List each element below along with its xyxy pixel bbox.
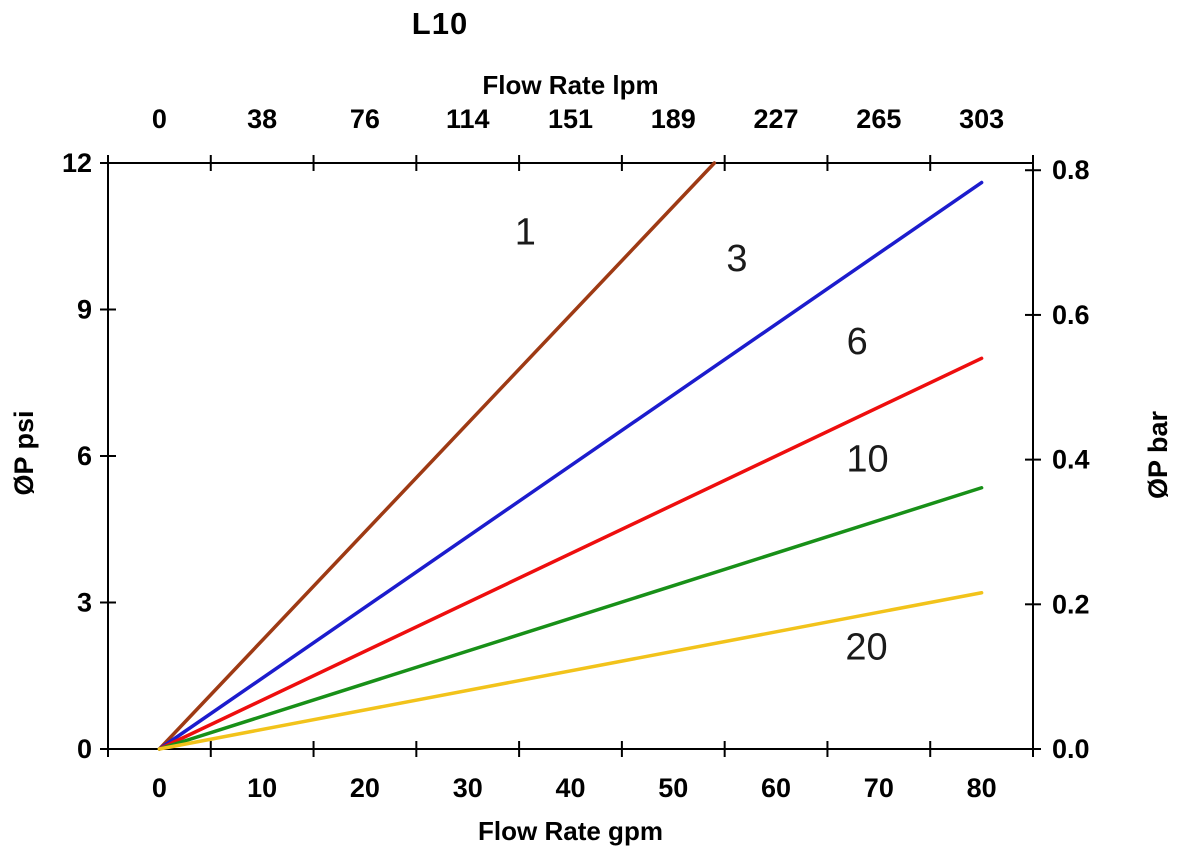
curve-label-6: 6 — [847, 321, 868, 363]
curve-label-10: 10 — [846, 438, 888, 480]
bottom-tick-label: 80 — [967, 773, 997, 803]
right-tick-label: 0.2 — [1052, 589, 1090, 619]
top-tick-label: 189 — [651, 104, 696, 134]
top-tick-label: 265 — [856, 104, 901, 134]
chart-title: L10 — [411, 6, 469, 41]
top-tick-label: 151 — [548, 104, 593, 134]
right-tick-label: 0.0 — [1052, 734, 1090, 764]
bottom-tick-label: 60 — [761, 773, 791, 803]
series-line-20um — [157, 590, 984, 751]
bottom-tick-label: 0 — [152, 773, 167, 803]
right-tick-label: 0.6 — [1052, 300, 1090, 330]
curve-label-20: 20 — [845, 626, 887, 668]
bottom-tick-label: 70 — [864, 773, 894, 803]
top-tick-label: 303 — [959, 104, 1004, 134]
top-axis-title: Flow Rate lpm — [482, 70, 659, 100]
top-tick-label: 114 — [446, 104, 490, 134]
bottom-tick-label: 20 — [350, 773, 380, 803]
left-tick-label: 12 — [62, 148, 92, 178]
right-tick-label: 0.8 — [1052, 155, 1090, 185]
top-tick-label: 227 — [754, 104, 799, 134]
right-tick-label: 0.4 — [1052, 445, 1090, 475]
left-tick-label: 6 — [77, 441, 92, 471]
top-tick-label: 38 — [247, 104, 277, 134]
bottom-tick-label: 30 — [453, 773, 483, 803]
top-tick-label: 76 — [350, 104, 380, 134]
curve-label-3: 3 — [726, 238, 747, 280]
left-tick-label: 9 — [77, 295, 92, 325]
series-line-6um — [157, 356, 984, 751]
bottom-axis-title: Flow Rate gpm — [478, 816, 663, 846]
series-line-1um — [157, 161, 717, 751]
bottom-tick-label: 40 — [555, 773, 585, 803]
bottom-tick-label: 50 — [658, 773, 688, 803]
bottom-tick-label: 10 — [247, 773, 277, 803]
left-tick-label: 0 — [77, 734, 92, 764]
left-tick-label: 3 — [77, 588, 92, 618]
series-line-3um — [157, 180, 984, 751]
top-tick-label: 0 — [152, 104, 167, 134]
plot-frame — [107, 162, 1034, 750]
series-line-10um — [157, 485, 984, 751]
curve-label-1: 1 — [515, 211, 536, 253]
